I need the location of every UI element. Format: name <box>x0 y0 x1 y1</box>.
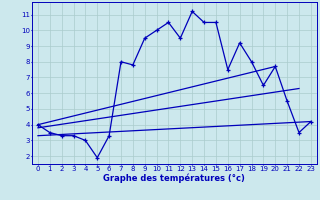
X-axis label: Graphe des températures (°c): Graphe des températures (°c) <box>103 173 245 183</box>
